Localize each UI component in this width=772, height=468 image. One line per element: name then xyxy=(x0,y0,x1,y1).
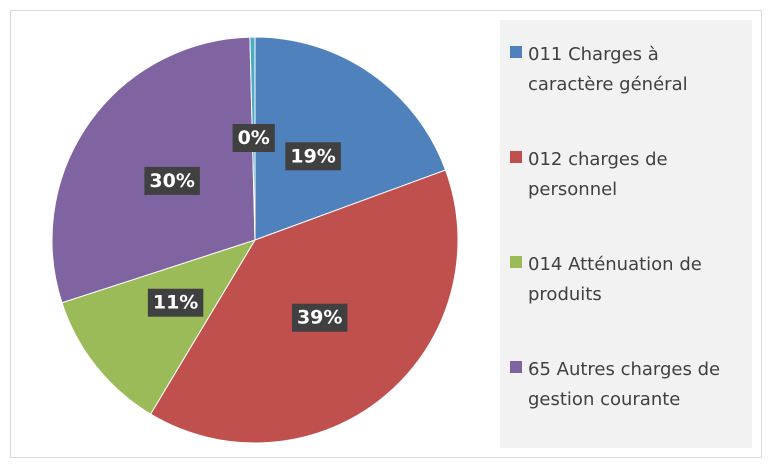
legend-swatch xyxy=(510,256,522,268)
legend-swatch xyxy=(510,361,522,373)
data-label-box xyxy=(144,166,200,195)
data-label: 19% xyxy=(290,145,335,167)
data-label-box xyxy=(291,303,348,332)
legend-label: 011 Charges à caractère général xyxy=(528,44,688,95)
legend-label: 012 charges de personnel xyxy=(528,149,668,200)
legend-label: 014 Atténuation de produits xyxy=(528,254,702,305)
legend-label: 65 Autres charges de gestion courante xyxy=(528,359,721,410)
pie-slice xyxy=(61,239,257,415)
legend-swatch xyxy=(510,46,522,58)
data-label: 0% xyxy=(238,127,270,149)
data-label: 30% xyxy=(149,170,194,192)
legend-item: 014 Atténuation de produits xyxy=(510,250,742,310)
legend-item: 011 Charges à caractère général xyxy=(510,40,742,100)
pie-slice xyxy=(254,36,447,241)
data-label-box xyxy=(232,124,275,153)
data-label: 11% xyxy=(153,292,198,314)
legend-item: 012 charges de personnel xyxy=(510,145,742,205)
legend: 011 Charges à caractère général 012 charg… xyxy=(500,20,752,448)
legend-item: 65 Autres charges de gestion courante xyxy=(510,355,742,415)
legend-swatch xyxy=(510,151,522,163)
data-label-box xyxy=(147,288,204,317)
data-label-box xyxy=(285,142,341,171)
data-label: 39% xyxy=(297,307,342,329)
